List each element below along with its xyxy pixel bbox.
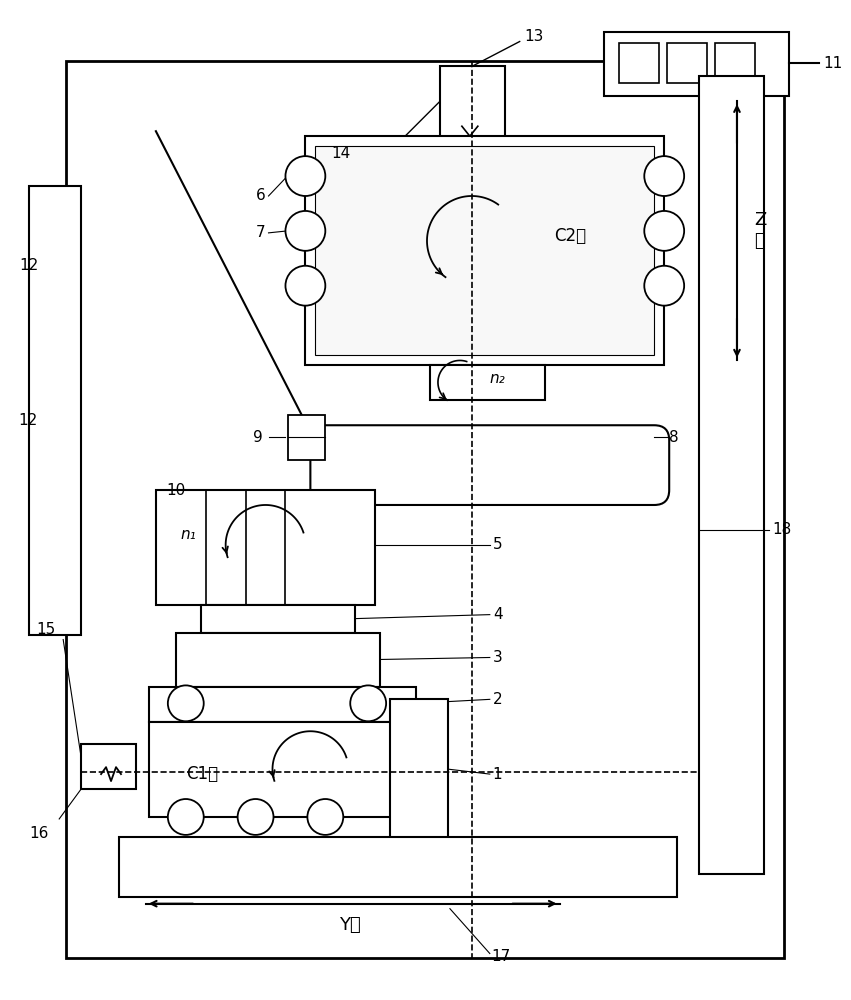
Bar xyxy=(316,146,654,355)
Text: 2: 2 xyxy=(493,692,502,707)
Bar xyxy=(700,76,764,874)
Bar xyxy=(149,687,416,722)
Text: C1轴: C1轴 xyxy=(186,765,218,783)
Text: 6: 6 xyxy=(256,188,266,203)
Text: Y轴: Y轴 xyxy=(340,916,361,934)
Circle shape xyxy=(285,156,325,196)
Bar xyxy=(119,837,677,897)
Text: Z
轴: Z 轴 xyxy=(754,211,766,250)
Bar xyxy=(620,43,660,83)
Text: 3: 3 xyxy=(493,650,503,665)
Text: 14: 14 xyxy=(331,146,351,161)
Bar xyxy=(667,43,707,83)
FancyBboxPatch shape xyxy=(311,425,669,505)
Bar xyxy=(390,699,448,839)
Text: 1: 1 xyxy=(493,767,502,782)
Bar xyxy=(201,605,355,633)
Text: 15: 15 xyxy=(37,622,55,637)
Bar xyxy=(66,61,784,958)
Text: 4: 4 xyxy=(493,607,502,622)
Bar xyxy=(440,66,505,141)
Bar xyxy=(306,136,665,365)
Circle shape xyxy=(644,211,684,251)
Bar xyxy=(288,415,325,460)
Bar xyxy=(715,43,755,83)
Text: 10: 10 xyxy=(166,483,186,498)
Text: n₂: n₂ xyxy=(490,371,505,386)
Circle shape xyxy=(307,799,343,835)
Text: 17: 17 xyxy=(492,949,511,964)
Text: 18: 18 xyxy=(772,522,791,537)
Text: 13: 13 xyxy=(525,29,544,44)
Circle shape xyxy=(285,211,325,251)
Circle shape xyxy=(168,685,203,721)
Circle shape xyxy=(237,799,273,835)
Bar xyxy=(149,722,416,817)
Bar xyxy=(156,490,375,605)
Circle shape xyxy=(644,156,684,196)
Text: 12: 12 xyxy=(20,258,38,273)
Circle shape xyxy=(168,799,203,835)
Text: n₁: n₁ xyxy=(180,527,196,542)
Circle shape xyxy=(285,266,325,306)
Text: C2轴: C2轴 xyxy=(555,227,586,245)
Text: 11: 11 xyxy=(824,56,843,71)
Text: 9: 9 xyxy=(253,430,263,445)
Circle shape xyxy=(351,685,386,721)
Bar xyxy=(176,633,380,687)
Text: 12: 12 xyxy=(19,413,37,428)
Text: 7: 7 xyxy=(256,225,266,240)
Text: 16: 16 xyxy=(29,826,49,841)
Bar xyxy=(604,32,789,96)
Circle shape xyxy=(644,266,684,306)
Bar xyxy=(29,186,81,635)
Text: 5: 5 xyxy=(493,537,502,552)
Bar xyxy=(81,744,136,789)
Text: 8: 8 xyxy=(669,430,679,445)
Bar xyxy=(430,365,545,400)
